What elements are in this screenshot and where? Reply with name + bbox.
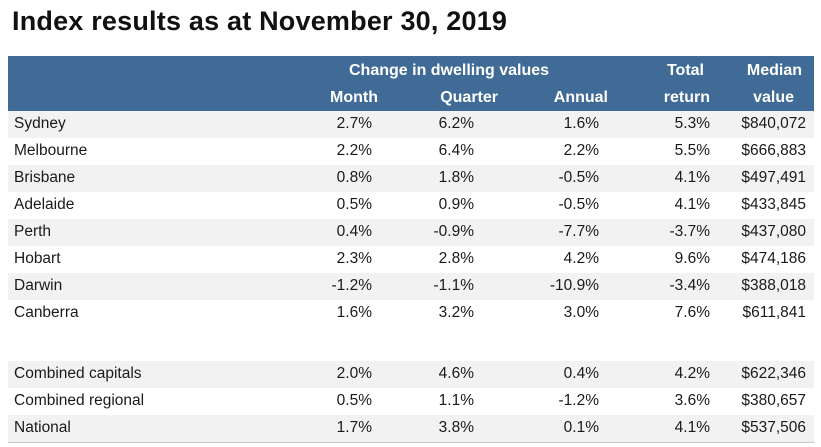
row-region: Hobart — [14, 250, 61, 267]
row-quarter: 6.4% — [438, 142, 474, 159]
row-month: 1.6% — [336, 304, 372, 321]
row-total-return: 4.2% — [674, 365, 710, 382]
table-row: Perth 0.4% -0.9% -7.7% -3.7% $437,080 — [8, 219, 814, 246]
table-spacer — [8, 327, 814, 357]
row-total-return: 4.1% — [674, 196, 710, 213]
row-month: 0.5% — [336, 196, 372, 213]
row-region: Perth — [14, 223, 52, 240]
row-quarter: 1.8% — [438, 169, 474, 186]
header-quarter: Quarter — [440, 89, 498, 106]
row-annual: 0.1% — [563, 419, 599, 436]
row-annual: 3.0% — [563, 304, 599, 321]
header-median-line2: value — [753, 89, 794, 106]
row-total-return: 3.6% — [674, 392, 710, 409]
row-annual: -10.9% — [549, 277, 599, 294]
row-annual: -7.7% — [558, 223, 600, 240]
summary-row: National 1.7% 3.8% 0.1% 4.1% $537,506 — [8, 415, 814, 442]
row-region: Canberra — [14, 304, 79, 321]
table-row: Melbourne 2.2% 6.4% 2.2% 5.5% $666,883 — [8, 138, 814, 165]
row-month: 0.4% — [336, 223, 372, 240]
row-median-value: $622,346 — [741, 365, 806, 382]
row-median-value: $388,018 — [741, 277, 806, 294]
header-month: Month — [330, 89, 378, 106]
row-annual: 0.4% — [563, 365, 599, 382]
row-region: Adelaide — [14, 196, 75, 213]
header-total-line2: return — [663, 89, 710, 106]
summary-row: Combined capitals 2.0% 4.6% 0.4% 4.2% $6… — [8, 361, 814, 388]
row-month: 2.3% — [336, 250, 372, 267]
row-annual: -0.5% — [558, 196, 600, 213]
row-region: Combined capitals — [14, 365, 142, 382]
row-quarter: 3.8% — [438, 419, 474, 436]
row-month: 2.2% — [336, 142, 372, 159]
table-row: Brisbane 0.8% 1.8% -0.5% 4.1% $497,491 — [8, 165, 814, 192]
row-quarter: -1.1% — [433, 277, 475, 294]
table-row: Hobart 2.3% 2.8% 4.2% 9.6% $474,186 — [8, 246, 814, 273]
table-row: Sydney 2.7% 6.2% 1.6% 5.3% $840,072 — [8, 111, 814, 138]
row-month: 0.5% — [336, 392, 372, 409]
row-region: Melbourne — [14, 142, 88, 159]
index-results-table: Change in dwelling values Total Median M… — [8, 56, 814, 443]
row-median-value: $433,845 — [741, 196, 806, 213]
row-median-value: $497,491 — [741, 169, 806, 186]
header-total-line1: Total — [666, 62, 704, 79]
row-annual: 4.2% — [563, 250, 599, 267]
row-total-return: 9.6% — [674, 250, 710, 267]
header-group-label: Change in dwelling values — [349, 62, 550, 79]
row-month: 0.8% — [336, 169, 372, 186]
row-median-value: $537,506 — [741, 419, 806, 436]
table-row: Canberra 1.6% 3.2% 3.0% 7.6% $611,841 — [8, 300, 814, 327]
row-quarter: 6.2% — [438, 115, 474, 132]
row-total-return: -3.4% — [669, 277, 711, 294]
header-annual: Annual — [553, 89, 608, 106]
row-quarter: 3.2% — [438, 304, 474, 321]
row-median-value: $611,841 — [742, 304, 807, 321]
table-row: Darwin -1.2% -1.1% -10.9% -3.4% $388,018 — [8, 273, 814, 300]
row-region: Combined regional — [14, 392, 145, 409]
table-row: Adelaide 0.5% 0.9% -0.5% 4.1% $433,845 — [8, 192, 814, 219]
row-month: 2.0% — [336, 365, 372, 382]
row-median-value: $437,080 — [741, 223, 806, 240]
row-median-value: $666,883 — [741, 142, 806, 159]
row-median-value: $474,186 — [741, 250, 806, 267]
summary-row: Combined regional 0.5% 1.1% -1.2% 3.6% $… — [8, 388, 814, 415]
row-total-return: 5.5% — [674, 142, 710, 159]
row-total-return: 5.3% — [674, 115, 710, 132]
row-quarter: 1.1% — [438, 392, 474, 409]
row-total-return: 4.1% — [674, 419, 710, 436]
row-region: National — [14, 419, 71, 436]
row-total-return: -3.7% — [669, 223, 711, 240]
table-bottom-rule — [8, 442, 814, 443]
row-annual: -0.5% — [558, 169, 600, 186]
row-quarter: 0.9% — [438, 196, 474, 213]
row-median-value: $380,657 — [741, 392, 806, 409]
row-total-return: 7.6% — [674, 304, 710, 321]
row-region: Sydney — [14, 115, 66, 132]
row-annual: 2.2% — [563, 142, 599, 159]
row-median-value: $840,072 — [741, 115, 806, 132]
row-quarter: 4.6% — [438, 365, 474, 382]
row-total-return: 4.1% — [674, 169, 710, 186]
row-annual: -1.2% — [558, 392, 600, 409]
row-region: Darwin — [14, 277, 63, 294]
row-month: 2.7% — [336, 115, 372, 132]
row-region: Brisbane — [14, 169, 76, 186]
table-header: Change in dwelling values Total Median M… — [8, 56, 814, 111]
page-title: Index results as at November 30, 2019 — [12, 6, 508, 36]
row-annual: 1.6% — [563, 115, 599, 132]
header-median-line1: Median — [746, 62, 802, 79]
row-month: 1.7% — [336, 419, 372, 436]
row-month: -1.2% — [331, 277, 373, 294]
row-quarter: 2.8% — [438, 250, 474, 267]
row-quarter: -0.9% — [433, 223, 475, 240]
